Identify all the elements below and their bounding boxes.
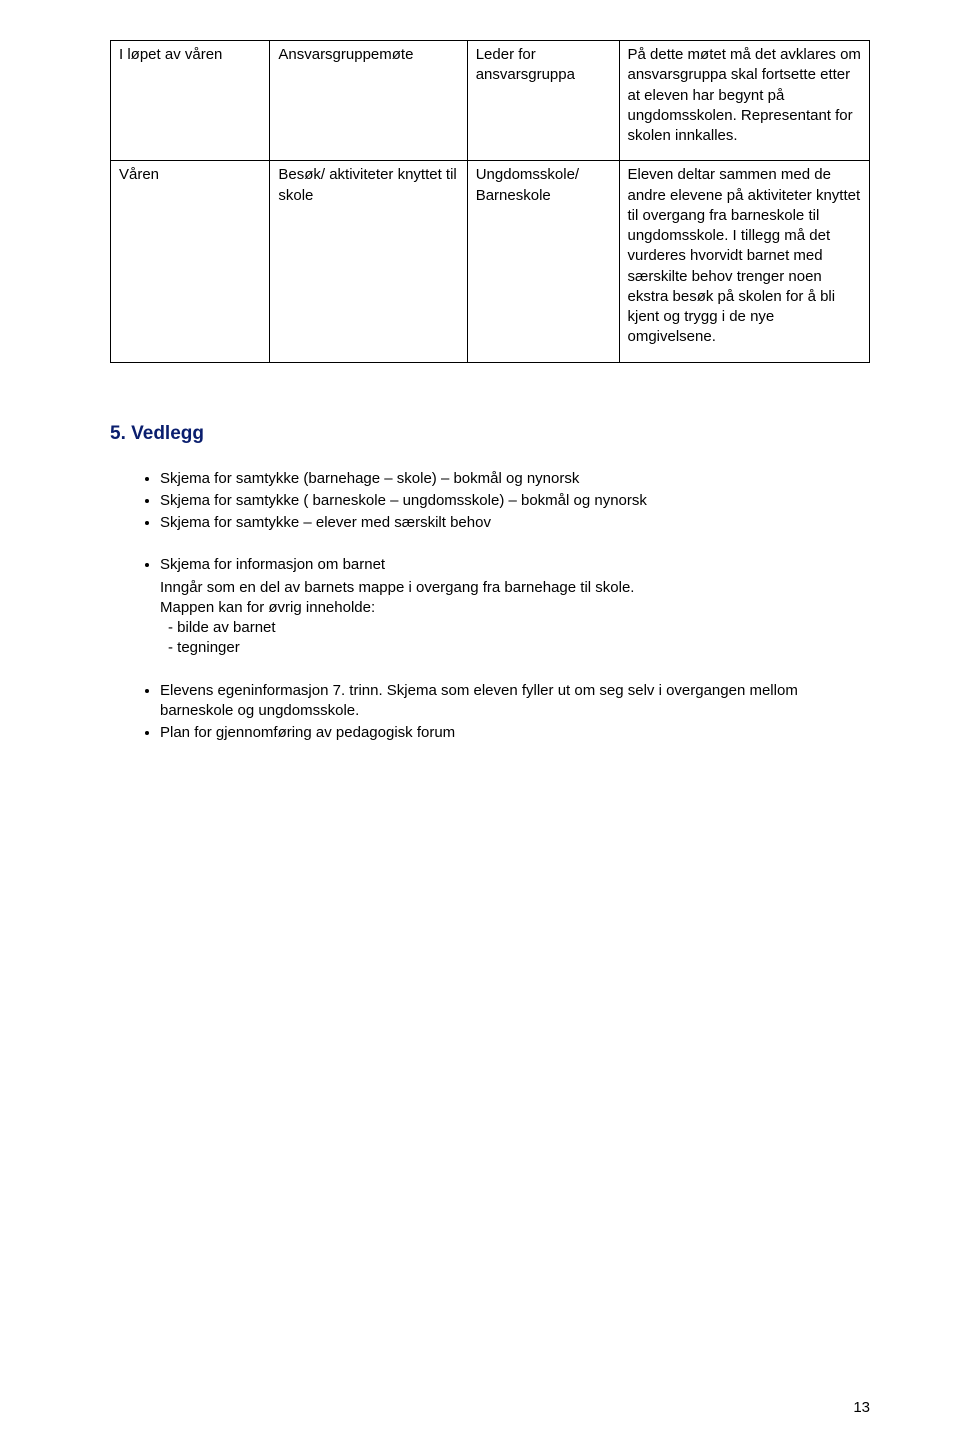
page-number: 13	[853, 1399, 870, 1416]
attachment-list-3: Elevens egeninformasjon 7. trinn. Skjema…	[110, 681, 870, 744]
cell-time: I løpet av våren	[111, 41, 270, 161]
cell-activity: Ansvarsgruppemøte	[270, 41, 467, 161]
table-row: I løpet av våren Ansvarsgruppemøte Leder…	[111, 41, 870, 161]
table-row: Våren Besøk/ aktiviteter knyttet til sko…	[111, 161, 870, 362]
cell-description: Eleven deltar sammen med de andre eleven…	[619, 161, 870, 362]
sub-text: Inngår som en del av barnets mappe i ove…	[160, 578, 870, 598]
list-item: Skjema for samtykke ( barneskole – ungdo…	[160, 491, 870, 511]
list-item: Skjema for samtykke – elever med særskil…	[160, 513, 870, 533]
list-item: Elevens egeninformasjon 7. trinn. Skjema…	[160, 681, 870, 722]
dash-item: - bilde av barnet	[168, 618, 870, 638]
cell-activity: Besøk/ aktiviteter knyttet til skole	[270, 161, 467, 362]
cell-responsible: Ungdomsskole/ Barneskole	[467, 161, 619, 362]
sub-text: Mappen kan for øvrig inneholde:	[160, 598, 870, 618]
cell-description: På dette møtet må det avklares om ansvar…	[619, 41, 870, 161]
attachment-list-2: Skjema for informasjon om barnet	[110, 555, 870, 575]
dash-item: - tegninger	[168, 638, 870, 658]
list-item: Skjema for informasjon om barnet	[160, 555, 870, 575]
list-item: Plan for gjennomføring av pedagogisk for…	[160, 723, 870, 743]
list-item: Skjema for samtykke (barnehage – skole) …	[160, 469, 870, 489]
attachment-list-1: Skjema for samtykke (barnehage – skole) …	[110, 469, 870, 534]
section-heading: 5. Vedlegg	[110, 423, 870, 445]
document-page: I løpet av våren Ansvarsgruppemøte Leder…	[0, 0, 960, 1454]
schedule-table: I løpet av våren Ansvarsgruppemøte Leder…	[110, 40, 870, 363]
cell-time: Våren	[111, 161, 270, 362]
cell-responsible: Leder for ansvarsgruppa	[467, 41, 619, 161]
